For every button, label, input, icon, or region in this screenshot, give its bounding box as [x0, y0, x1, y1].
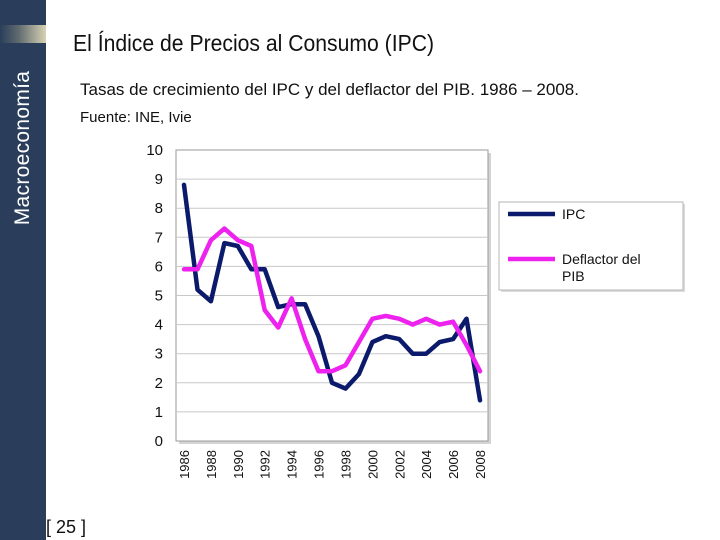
- legend-box: [498, 201, 684, 291]
- page-number: [ 25 ]: [46, 517, 87, 537]
- x-tick-label: 2008: [473, 450, 488, 479]
- series-line-deflactor: [181, 226, 483, 374]
- legend-label: PIB: [562, 268, 585, 284]
- legend-label: Deflactor del: [562, 251, 641, 267]
- y-tick-label: 1: [155, 404, 163, 421]
- y-tick-label: 10: [146, 142, 163, 159]
- y-tick-label: 7: [155, 229, 163, 246]
- x-tick-label: 1986: [177, 450, 192, 479]
- plot-area: 0 1 2 3 4 5 6 7 8 9 10 1986 1988 1990 1992 1994 1996 1998…: [146, 142, 491, 479]
- x-tick-label: 1988: [204, 450, 219, 479]
- x-tick-label: 1998: [338, 450, 353, 479]
- x-tick-label: 1992: [258, 450, 273, 479]
- x-tick-label: 2000: [365, 450, 380, 479]
- chart-subtitle: Tasas de crecimiento del IPC y del defla…: [80, 80, 579, 99]
- sidebar: Macroeconomía: [0, 0, 46, 540]
- y-tick-label: 0: [155, 433, 163, 450]
- y-tick-label: 3: [155, 346, 163, 363]
- y-tick-label: 9: [155, 171, 163, 188]
- y-tick-label: 5: [155, 288, 163, 305]
- page-title: El Índice de Precios al Consumo (IPC): [73, 30, 435, 56]
- y-tick-label: 2: [155, 375, 163, 392]
- x-tick-label: 2002: [392, 450, 407, 479]
- x-tick-label: 2006: [446, 450, 461, 479]
- y-tick-label: 6: [155, 258, 163, 275]
- x-tick-label: 1990: [231, 450, 246, 479]
- x-tick-label: 1996: [312, 450, 327, 479]
- y-tick-label: 8: [155, 200, 163, 217]
- series-line-ipc: [181, 182, 483, 403]
- x-tick-label: 1994: [285, 450, 300, 479]
- legend-label: IPC: [562, 206, 585, 222]
- x-tick-label: 2004: [419, 450, 434, 479]
- y-tick-label: 4: [155, 317, 163, 334]
- sidebar-accent-bar: [0, 25, 46, 43]
- chart-source: Fuente: INE, Ivie: [80, 109, 192, 126]
